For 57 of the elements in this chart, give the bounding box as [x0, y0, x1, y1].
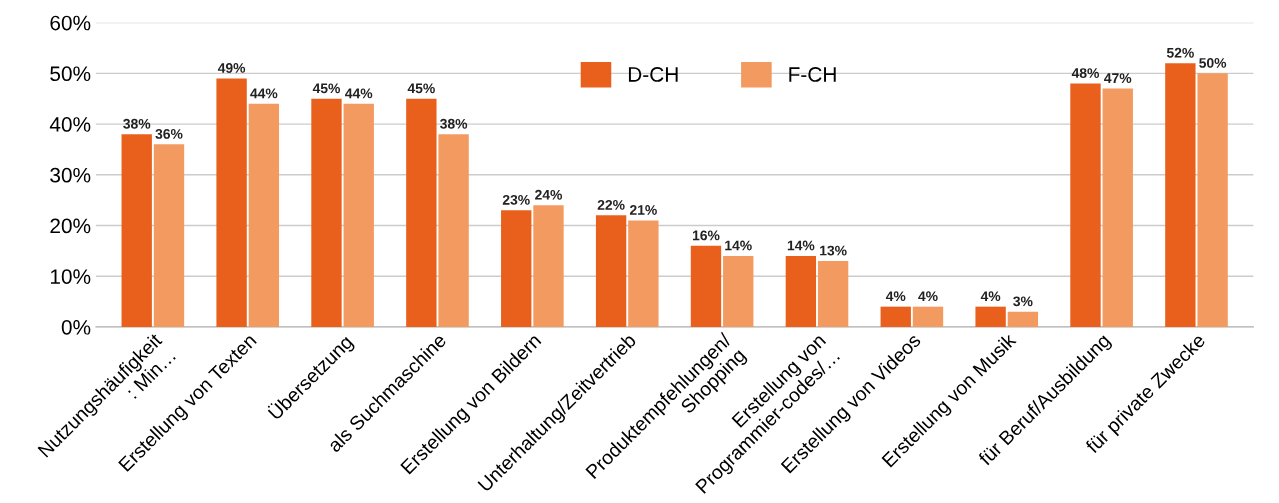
bar [533, 205, 564, 327]
data-label: 38% [440, 118, 468, 129]
bar [153, 144, 185, 327]
bar [785, 255, 817, 327]
y-tick-label: 40% [49, 117, 91, 132]
bar [880, 306, 911, 327]
bar [406, 98, 437, 327]
y-tick-label: 10% [50, 269, 91, 284]
data-label: 49% [217, 63, 246, 73]
bar [501, 210, 532, 327]
bar [1102, 88, 1133, 327]
data-label: 50% [1199, 58, 1227, 68]
bar [1070, 83, 1101, 327]
bar [817, 261, 849, 327]
data-label: 24% [535, 189, 563, 200]
y-tick-label: 60% [50, 15, 91, 31]
legend-label: F-CH [789, 67, 836, 82]
data-label: 13% [820, 245, 847, 256]
data-label: 3% [1013, 296, 1033, 307]
data-label: 52% [1166, 47, 1194, 58]
y-tick-label: 50% [50, 66, 91, 82]
bar [216, 78, 247, 327]
bar [1007, 311, 1039, 327]
bar [595, 215, 627, 327]
data-label: 4% [980, 291, 1001, 302]
bar [248, 103, 280, 327]
bar [1197, 73, 1228, 327]
data-label: 45% [407, 83, 435, 94]
data-label: 36% [155, 129, 183, 139]
y-tick-label: 0% [61, 319, 91, 335]
y-tick-label: 30% [50, 167, 91, 183]
bar [343, 103, 374, 327]
data-label: 23% [502, 194, 530, 205]
data-label: 44% [250, 88, 278, 99]
bar [1165, 63, 1196, 327]
data-label: 38% [123, 118, 151, 129]
data-label: 16% [692, 230, 720, 241]
bar [690, 245, 722, 327]
data-label: 4% [885, 291, 906, 302]
y-tick-label: 20% [50, 218, 91, 234]
data-label: 45% [312, 83, 341, 94]
bar [438, 134, 469, 327]
bar [975, 306, 1006, 327]
bar [628, 220, 659, 327]
bar [723, 255, 754, 327]
legend-label: D-CH [628, 67, 678, 82]
data-label: 14% [787, 240, 815, 251]
bar [912, 306, 944, 327]
bar [311, 98, 342, 327]
data-label: 47% [1104, 73, 1132, 84]
data-label: 44% [345, 88, 373, 99]
data-label: 22% [597, 200, 625, 210]
data-label: 4% [918, 291, 938, 302]
bar [121, 134, 152, 327]
data-label: 21% [629, 205, 657, 215]
data-label: 48% [1071, 68, 1100, 78]
data-label: 14% [725, 240, 752, 251]
